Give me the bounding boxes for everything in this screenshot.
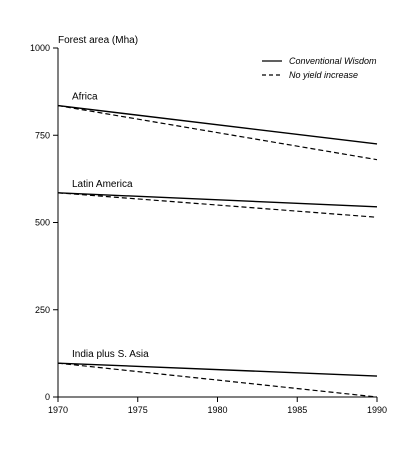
y-tick-label: 500 (35, 218, 50, 228)
series-line-conventional-wisdom (57, 362, 378, 377)
series-line-no-yield-increase (57, 192, 378, 218)
series-line-no-yield-increase (57, 104, 378, 161)
y-tick-label: 250 (35, 305, 50, 315)
y-tick-label: 0 (45, 392, 50, 402)
y-tick-label: 750 (35, 130, 50, 140)
y-tick-label: 1000 (30, 43, 50, 53)
chart-title: Forest area (Mha) (58, 35, 138, 46)
series-line-conventional-wisdom (57, 192, 378, 208)
x-tick-label: 1990 (367, 405, 387, 415)
series-line-conventional-wisdom (57, 104, 378, 145)
group-label: Latin America (72, 179, 133, 190)
x-tick-label: 1975 (128, 405, 148, 415)
group-label: India plus S. Asia (72, 349, 149, 360)
x-tick-label: 1970 (48, 405, 68, 415)
x-tick-label: 1980 (207, 405, 227, 415)
legend-label: Conventional Wisdom (289, 56, 377, 66)
x-tick-label: 1985 (287, 405, 307, 415)
group-label: Africa (72, 92, 98, 103)
legend-label: No yield increase (289, 70, 358, 80)
series-line-no-yield-increase (57, 362, 378, 398)
plot-area: 0 250 500 750 1000 1970 1975 1980 1985 1990 Forest… (30, 35, 387, 415)
